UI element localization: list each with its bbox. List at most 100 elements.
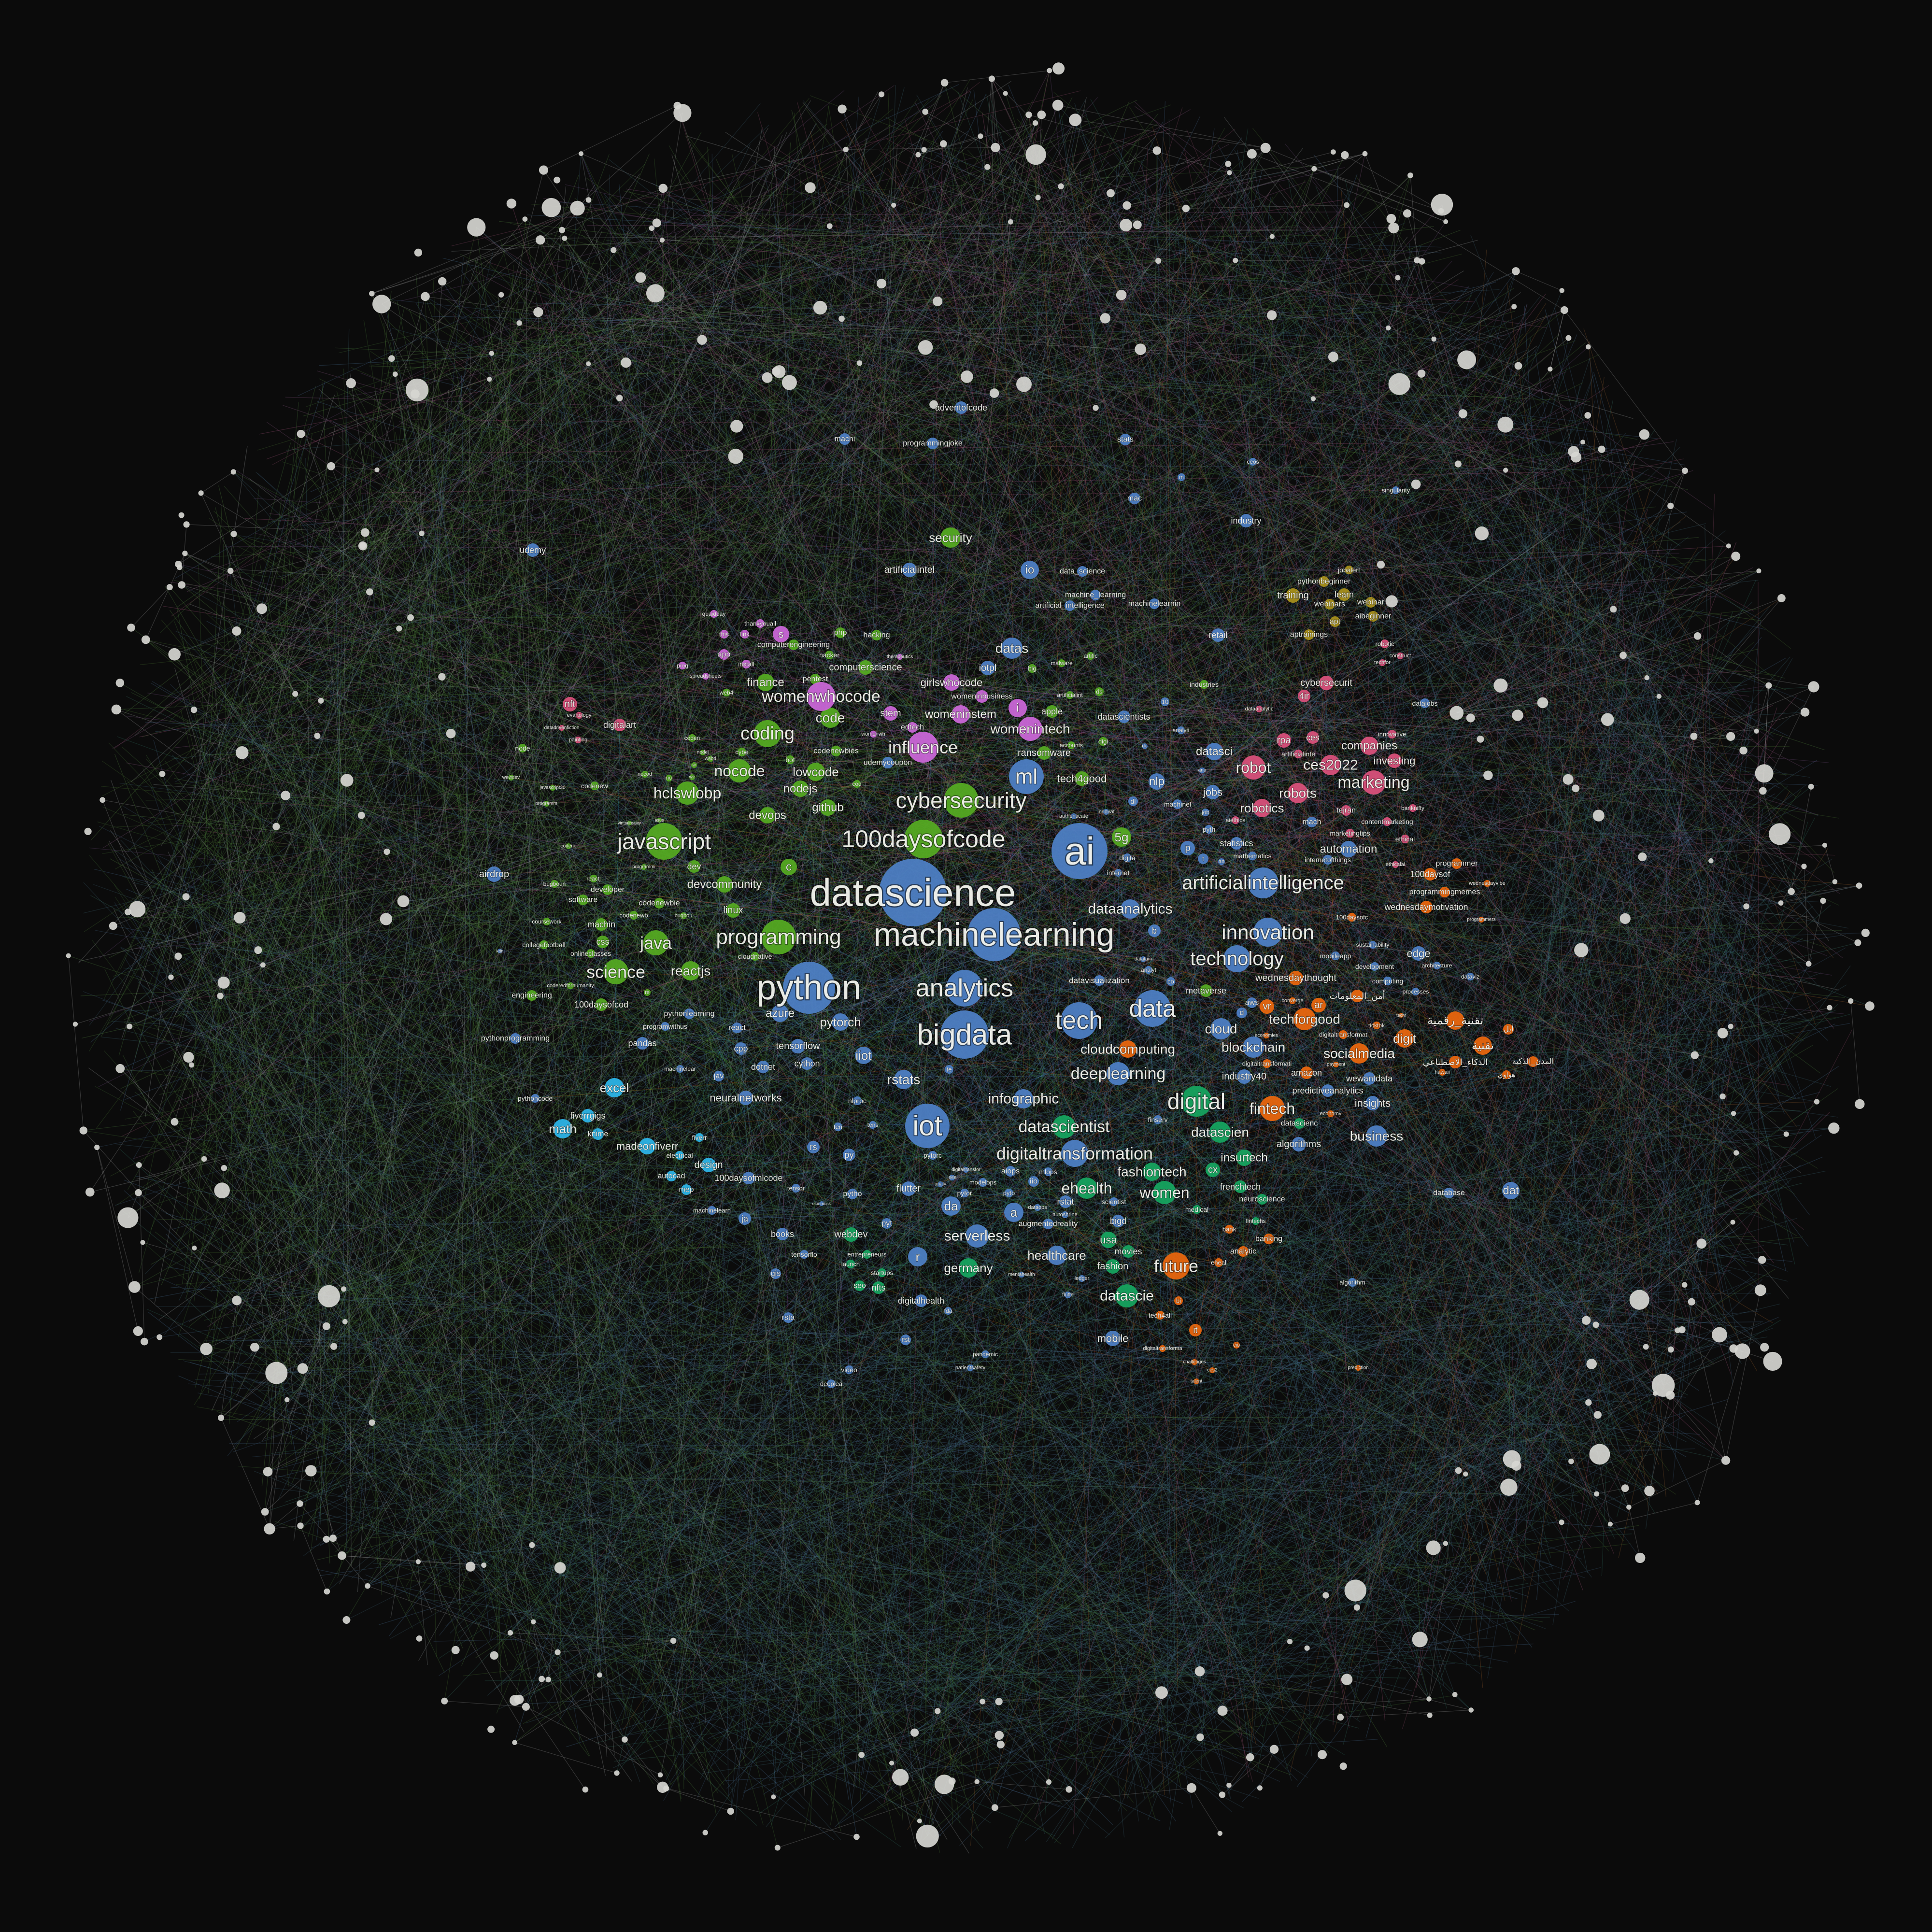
peripheral-node[interactable] — [1593, 1321, 1599, 1328]
peripheral-node[interactable] — [1036, 195, 1041, 200]
peripheral-node[interactable] — [481, 1563, 486, 1568]
peripheral-node[interactable] — [1493, 679, 1507, 693]
peripheral-node[interactable] — [995, 1698, 1002, 1705]
peripheral-node[interactable] — [1755, 764, 1774, 782]
peripheral-node[interactable] — [1801, 864, 1806, 869]
peripheral-node[interactable] — [995, 1731, 1004, 1740]
peripheral-node[interactable] — [1016, 377, 1032, 392]
peripheral-node[interactable] — [611, 247, 616, 253]
peripheral-node[interactable] — [1025, 112, 1032, 118]
peripheral-node[interactable] — [156, 1334, 162, 1340]
peripheral-node[interactable] — [1733, 1150, 1739, 1155]
peripheral-node[interactable] — [1427, 1713, 1433, 1718]
peripheral-node[interactable] — [369, 1420, 375, 1426]
peripheral-node[interactable] — [1565, 335, 1571, 341]
peripheral-node[interactable] — [361, 528, 369, 537]
peripheral-node[interactable] — [1515, 362, 1522, 370]
peripheral-node[interactable] — [877, 279, 886, 288]
peripheral-node[interactable] — [728, 449, 743, 464]
peripheral-node[interactable] — [1187, 1783, 1196, 1793]
peripheral-node[interactable] — [1806, 961, 1812, 967]
peripheral-node[interactable] — [1120, 219, 1132, 231]
peripheral-node[interactable] — [635, 272, 646, 283]
peripheral-node[interactable] — [614, 1770, 619, 1776]
peripheral-node[interactable] — [1584, 412, 1591, 419]
peripheral-node[interactable] — [1389, 373, 1410, 395]
peripheral-node[interactable] — [1225, 161, 1231, 167]
peripheral-node[interactable] — [419, 531, 424, 536]
peripheral-node[interactable] — [1477, 736, 1484, 743]
peripheral-node[interactable] — [1743, 903, 1749, 909]
peripheral-node[interactable] — [857, 360, 862, 366]
peripheral-node[interactable] — [1065, 1786, 1072, 1793]
peripheral-node[interactable] — [1865, 1001, 1875, 1011]
peripheral-node[interactable] — [1311, 396, 1316, 401]
peripheral-node[interactable] — [1511, 1461, 1521, 1471]
peripheral-node[interactable] — [1726, 543, 1731, 548]
peripheral-node[interactable] — [1227, 170, 1232, 175]
peripheral-node[interactable] — [1580, 440, 1585, 444]
peripheral-node[interactable] — [1497, 417, 1513, 433]
peripheral-node[interactable] — [1469, 1707, 1474, 1713]
peripheral-node[interactable] — [1135, 343, 1146, 355]
peripheral-node[interactable] — [1500, 1478, 1518, 1496]
peripheral-node[interactable] — [1195, 1666, 1205, 1676]
peripheral-node[interactable] — [616, 395, 623, 401]
peripheral-node[interactable] — [1854, 939, 1861, 946]
peripheral-node[interactable] — [622, 1736, 628, 1743]
peripheral-node[interactable] — [250, 1343, 259, 1352]
peripheral-node[interactable] — [305, 1465, 317, 1477]
peripheral-node[interactable] — [1593, 810, 1605, 822]
peripheral-node[interactable] — [1377, 561, 1385, 568]
peripheral-node[interactable] — [1438, 208, 1444, 214]
peripheral-node[interactable] — [910, 1729, 919, 1737]
peripheral-node[interactable] — [597, 1673, 602, 1678]
peripheral-node[interactable] — [1755, 1284, 1766, 1296]
peripheral-node[interactable] — [1548, 367, 1552, 371]
peripheral-node[interactable] — [140, 1240, 145, 1245]
peripheral-node[interactable] — [1459, 409, 1467, 418]
peripheral-node[interactable] — [658, 1772, 663, 1777]
peripheral-node[interactable] — [338, 1551, 346, 1560]
peripheral-node[interactable] — [1719, 1094, 1725, 1099]
peripheral-node[interactable] — [1270, 234, 1275, 239]
peripheral-node[interactable] — [1657, 694, 1662, 699]
peripheral-node[interactable] — [536, 235, 545, 244]
peripheral-node[interactable] — [358, 812, 365, 819]
peripheral-node[interactable] — [318, 1285, 340, 1307]
peripheral-node[interactable] — [1610, 606, 1617, 612]
peripheral-node[interactable] — [1261, 143, 1271, 153]
peripheral-node[interactable] — [1512, 710, 1523, 721]
peripheral-node[interactable] — [490, 1651, 498, 1660]
peripheral-node[interactable] — [579, 151, 583, 156]
peripheral-node[interactable] — [659, 184, 668, 193]
peripheral-node[interactable] — [141, 1338, 148, 1346]
peripheral-node[interactable] — [1682, 468, 1688, 474]
peripheral-node[interactable] — [214, 1182, 230, 1198]
peripheral-node[interactable] — [94, 1145, 99, 1150]
peripheral-node[interactable] — [1344, 202, 1350, 208]
peripheral-node[interactable] — [421, 292, 430, 301]
peripheral-node[interactable] — [487, 1726, 495, 1733]
peripheral-node[interactable] — [1643, 1344, 1649, 1350]
peripheral-node[interactable] — [660, 238, 665, 242]
peripheral-node[interactable] — [1731, 552, 1740, 561]
peripheral-node[interactable] — [234, 912, 245, 923]
peripheral-node[interactable] — [1449, 706, 1463, 720]
peripheral-node[interactable] — [1046, 1779, 1051, 1785]
peripheral-node[interactable] — [697, 335, 707, 345]
peripheral-node[interactable] — [142, 636, 150, 644]
peripheral-node[interactable] — [1403, 209, 1411, 217]
peripheral-node[interactable] — [773, 365, 786, 378]
peripheral-node[interactable] — [1833, 879, 1838, 884]
peripheral-node[interactable] — [1025, 144, 1046, 165]
peripheral-node[interactable] — [1341, 1674, 1352, 1685]
peripheral-node[interactable] — [191, 707, 197, 713]
peripheral-node[interactable] — [227, 568, 234, 574]
peripheral-node[interactable] — [1412, 1632, 1428, 1647]
peripheral-node[interactable] — [324, 1589, 330, 1595]
peripheral-node[interactable] — [570, 201, 585, 216]
peripheral-node[interactable] — [1345, 1579, 1366, 1601]
peripheral-node[interactable] — [365, 1583, 370, 1589]
peripheral-node[interactable] — [975, 1779, 980, 1784]
